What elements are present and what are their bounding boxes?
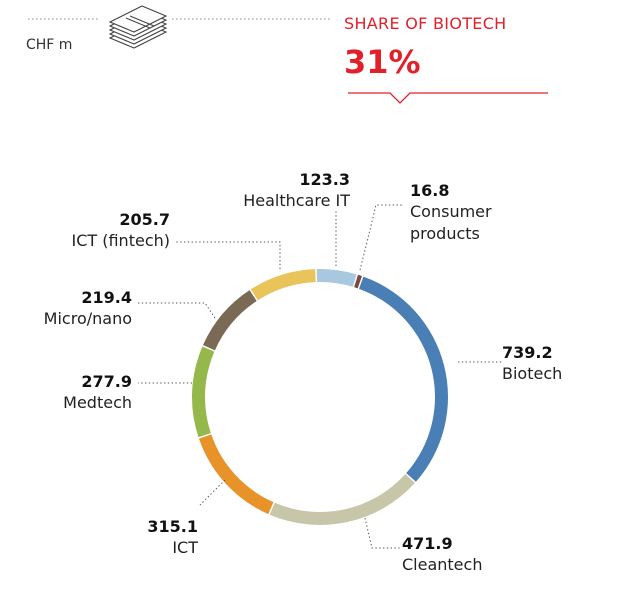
donut-slice-healthcare-it — [316, 268, 357, 287]
leader-line-cleantech — [364, 517, 400, 549]
category-label-healthcare-it: Healthcare IT — [243, 191, 350, 210]
category-label-cleantech: Cleantech — [402, 555, 482, 574]
share-heading: SHARE OF BIOTECH — [344, 14, 507, 33]
value-label-healthcare-it: 123.3 — [299, 170, 350, 189]
value-label-ict-fintech: 205.7 — [119, 210, 170, 229]
donut-ring — [192, 268, 449, 525]
donut-slice-ict — [198, 434, 274, 515]
donut-slice-medtech — [192, 346, 215, 438]
leader-line-micro-nano — [138, 302, 216, 319]
donut-slice-micro-nano — [203, 290, 257, 351]
value-label-ict: 315.1 — [147, 517, 198, 536]
leader-line-consumer-products — [359, 204, 404, 271]
category-label-medtech: Medtech — [63, 393, 132, 412]
slice-labels: 739.2 Biotech 471.9 Cleantech 315.1 ICT 277.9 M… — [44, 170, 563, 574]
category-label-ict: ICT — [172, 538, 198, 557]
share-value: 31% — [344, 43, 421, 81]
donut-slice-biotech — [359, 276, 449, 482]
value-label-micro-nano: 219.4 — [81, 288, 132, 307]
value-label-cleantech: 471.9 — [402, 534, 453, 553]
leader-line-ict-fintech — [176, 241, 281, 269]
value-label-biotech: 739.2 — [502, 343, 553, 362]
category-label-consumer-products-line-2: products — [410, 224, 480, 243]
category-label-biotech: Biotech — [502, 364, 562, 383]
leader-lines — [138, 204, 502, 549]
leader-line-ict — [199, 479, 226, 506]
banknote-stack-icon — [108, 5, 168, 49]
share-callout-pointer — [348, 92, 548, 104]
value-label-medtech: 277.9 — [81, 372, 132, 391]
category-label-ict-fintech: ICT (fintech) — [71, 231, 170, 250]
category-label-micro-nano: Micro/nano — [44, 309, 132, 328]
unit-label: CHF m — [26, 37, 72, 53]
value-label-consumer-products: 16.8 — [410, 181, 449, 200]
donut-slice-ict-fintech — [250, 269, 316, 301]
category-label-consumer-products-line-1: Consumer — [410, 202, 492, 221]
donut-slice-cleantech — [269, 474, 415, 525]
donut-slice-consumer-products — [354, 274, 362, 289]
